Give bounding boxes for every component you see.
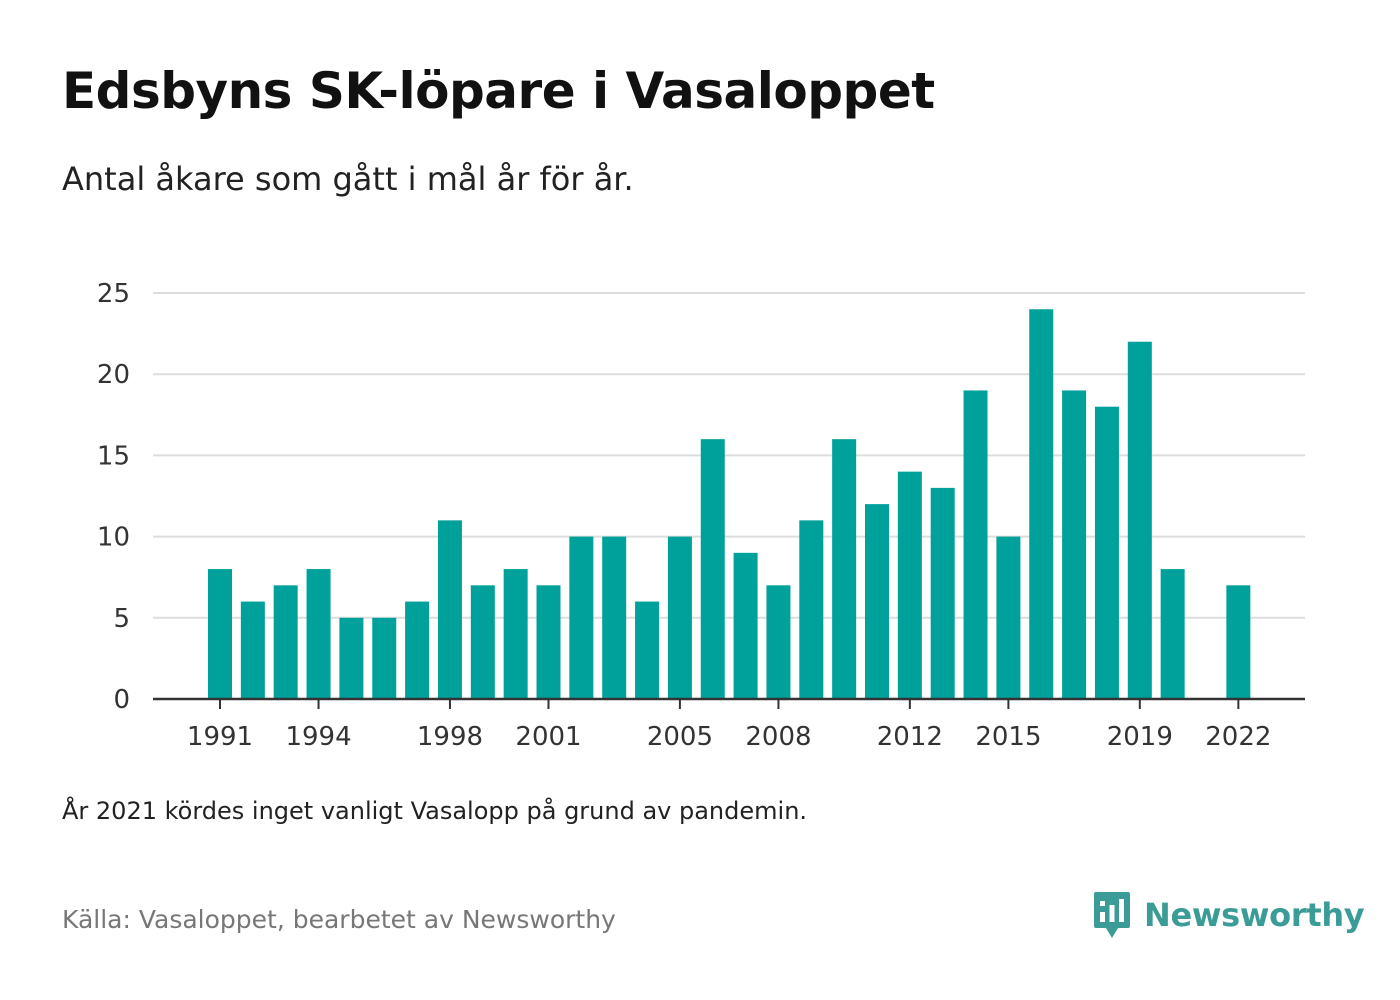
bar-2016 (1029, 309, 1054, 699)
y-tick-label: 10 (97, 523, 130, 553)
bar-2001 (536, 585, 561, 699)
bar-2019 (1127, 341, 1152, 699)
bar-2010 (832, 439, 857, 699)
source-text: Källa: Vasaloppet, bearbetet av Newswort… (62, 905, 616, 934)
x-tick-label: 2012 (877, 722, 943, 752)
bar-2011 (865, 504, 889, 699)
bar-2002 (569, 536, 594, 699)
bar-1993 (273, 585, 298, 699)
x-tick-label: 2005 (647, 722, 713, 752)
bar-1998 (437, 520, 462, 699)
bar-2008 (766, 585, 791, 699)
bar-1996 (372, 617, 397, 699)
x-tick-label: 2015 (975, 722, 1041, 752)
bar-1991 (208, 569, 232, 699)
bar-2007 (733, 552, 758, 699)
brand-logo: Newsworthy (1092, 890, 1365, 940)
bar-2006 (700, 439, 725, 699)
bar-chart: 0 5 10 15 20 25 1991 1994 1998 2001 2005 2008 2012 2… (97, 279, 1305, 752)
chart-note: År 2021 kördes inget vanligt Vasalopp på… (62, 797, 808, 825)
bars (208, 309, 1251, 699)
x-axis-ticks: 1991 1994 1998 2001 2005 2008 2012 2015 2019 2022 (187, 699, 1271, 752)
chart-subtitle: Antal åkare som gått i mål år för år. (62, 160, 634, 198)
x-tick-label: 1998 (417, 722, 483, 752)
bar-1997 (405, 601, 430, 699)
bar-2009 (799, 520, 824, 699)
y-tick-label: 0 (113, 685, 130, 715)
brand-name: Newsworthy (1144, 896, 1365, 934)
bar-2015 (996, 536, 1021, 699)
bar-2004 (635, 601, 660, 699)
chart-title: Edsbyns SK-löpare i Vasaloppet (62, 62, 935, 120)
y-tick-label: 15 (97, 441, 130, 471)
bar-2020 (1160, 569, 1185, 699)
x-tick-label: 1994 (285, 722, 351, 752)
bar-2000 (503, 569, 528, 699)
bar-2017 (1062, 390, 1087, 699)
bar-1995 (339, 617, 364, 699)
x-tick-label: 2019 (1107, 722, 1173, 752)
y-tick-label: 25 (97, 279, 130, 309)
newsworthy-logo-icon (1094, 892, 1130, 938)
y-tick-label: 5 (113, 604, 130, 634)
bar-2012 (897, 471, 922, 699)
bar-2013 (930, 487, 955, 699)
x-tick-label: 2001 (515, 722, 581, 752)
y-tick-label: 20 (97, 360, 130, 390)
bar-2014 (963, 390, 988, 699)
bar-2022 (1226, 585, 1251, 699)
bar-2005 (667, 536, 692, 699)
bar-1999 (470, 585, 495, 699)
bar-1992 (240, 601, 265, 699)
bar-2003 (602, 536, 627, 699)
x-tick-label: 2008 (745, 722, 811, 752)
x-tick-label: 1991 (187, 722, 253, 752)
x-tick-label: 2022 (1205, 722, 1271, 752)
bar-2018 (1094, 406, 1119, 699)
y-axis-ticks: 0 5 10 15 20 25 (97, 279, 130, 715)
bar-1994 (306, 569, 331, 699)
